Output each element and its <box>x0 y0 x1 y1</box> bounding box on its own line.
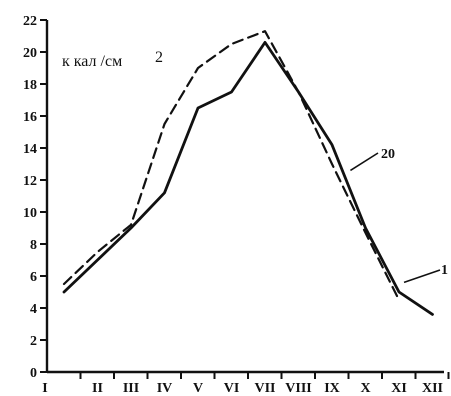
x-tick-label: IX <box>324 381 340 396</box>
unit-label: к кал /см <box>62 53 122 70</box>
series-label: 1 <box>441 263 448 278</box>
unit-exponent: 2 <box>155 49 163 66</box>
x-tick-label: VI <box>224 381 240 396</box>
solid-series-line <box>62 41 434 316</box>
x-tick-label: V <box>193 381 203 396</box>
y-tick-label: 16 <box>23 110 37 125</box>
y-tick-label: 22 <box>23 14 37 29</box>
annotation-layer: к кал /см 2 20 1 <box>62 49 448 284</box>
series-label: 20 <box>381 147 395 162</box>
y-tick-label: 2 <box>30 334 37 349</box>
y-tick-label: 8 <box>30 238 37 253</box>
x-tick-label: XII <box>422 381 443 396</box>
x-tick-label: III <box>123 381 139 396</box>
y-ticks: 0 2 4 6 8 10 12 14 16 18 20 22 <box>23 14 47 381</box>
y-tick-label: 0 <box>30 366 37 381</box>
x-tick-label: VII <box>254 381 275 396</box>
y-tick-label: 12 <box>23 174 37 189</box>
y-tick-label: 4 <box>30 302 37 317</box>
y-tick-label: 10 <box>23 206 37 221</box>
dashed-series-line <box>62 30 401 302</box>
x-tick-label: X <box>360 381 370 396</box>
y-tick-label: 6 <box>30 270 37 285</box>
x-ticks: I II III IV V VI VII VIII IX X XI XII <box>42 372 450 396</box>
series-label-leader <box>349 152 379 172</box>
y-tick-label: 20 <box>23 46 37 61</box>
x-tick-label: IV <box>157 381 173 396</box>
series-label-leader <box>403 269 441 284</box>
x-tick-label: VIII <box>285 381 311 396</box>
x-tick-label: II <box>92 381 103 396</box>
series-layer <box>62 30 434 316</box>
y-tick-label: 14 <box>23 142 37 157</box>
x-tick-label: XI <box>391 381 407 396</box>
y-tick-label: 18 <box>23 78 37 93</box>
x-tick-label: I <box>42 381 47 396</box>
